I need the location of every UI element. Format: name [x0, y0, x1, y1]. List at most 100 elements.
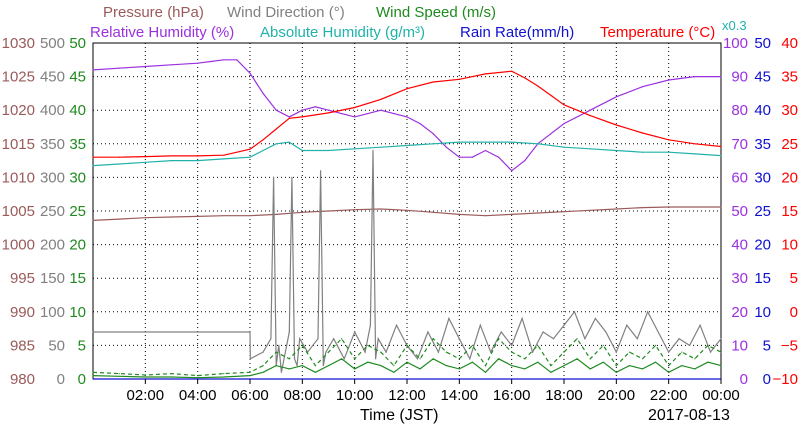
data-point-pressure	[589, 209, 591, 211]
data-point-wind_dir	[458, 338, 460, 340]
y-tick-label-temp: 5	[790, 270, 798, 287]
y-tick-label-rh: 60	[731, 169, 748, 186]
data-point-rh	[118, 67, 120, 69]
data-point-ah	[380, 146, 382, 148]
data-point-rh	[354, 116, 356, 118]
data-point-pressure	[720, 206, 722, 208]
data-point-rh	[236, 59, 238, 61]
data-point-wind_speed	[223, 373, 225, 375]
data-point-rh	[668, 79, 670, 81]
data-point-wind_speed	[118, 373, 120, 375]
data-point-rh	[563, 123, 565, 125]
y-tick-label-pressure: 1015	[2, 136, 35, 153]
data-point-wind_speed	[484, 365, 487, 367]
x-tick-label: 22:00	[650, 387, 688, 404]
data-point-rh	[301, 109, 303, 111]
y-tick-label-pressure: 985	[10, 337, 35, 354]
data-point-rh	[262, 92, 264, 94]
data-point-wind_speed_solid	[458, 368, 460, 370]
data-point-rh	[380, 109, 382, 111]
y-tick-label-rain: 50	[754, 35, 771, 52]
data-point-temp	[641, 132, 644, 134]
data-point-wind_speed_solid	[563, 365, 565, 367]
data-point-wind_speed_solid	[628, 365, 631, 367]
data-point-temp	[288, 117, 290, 119]
data-point-wind_dir	[364, 351, 366, 353]
data-point-wind_speed	[275, 351, 277, 353]
data-point-wind_speed_solid	[223, 376, 225, 378]
data-point-pressure	[92, 219, 94, 221]
data-point-wind_speed	[720, 351, 722, 353]
y-tick-label-rh: 100	[723, 35, 748, 52]
data-point-temp	[197, 155, 199, 157]
data-point-wind_dir	[280, 371, 282, 373]
data-point-temp	[144, 156, 146, 158]
data-point-rh	[406, 116, 408, 118]
data-point-rh	[367, 113, 369, 115]
data-point-ah	[197, 160, 199, 162]
data-point-wind_dir	[333, 338, 335, 340]
y-tick-label-rh: 50	[731, 203, 748, 220]
data-point-wind_dir	[573, 311, 576, 313]
data-point-wind_dir	[288, 331, 290, 333]
grid	[93, 43, 721, 379]
data-point-pressure	[249, 215, 251, 217]
data-point-wind_speed	[589, 358, 591, 360]
data-point-temp	[301, 116, 303, 118]
y-tick-label-temp: 30	[781, 102, 798, 119]
data-point-ah	[563, 146, 565, 148]
y-tick-label-rh: 90	[731, 69, 748, 86]
data-point-wind_dir	[375, 358, 377, 360]
data-point-wind_dir	[249, 331, 251, 333]
legend: Pressure (hPa) Wind Direction (°) Wind S…	[90, 4, 747, 41]
data-point-ah	[406, 144, 408, 147]
data-point-wind_speed_solid	[118, 375, 120, 377]
data-point-wind_dir	[469, 358, 471, 360]
data-point-rh	[341, 113, 343, 115]
x-tick-label: 18:00	[545, 387, 583, 404]
data-point-wind_dir	[479, 324, 481, 326]
data-point-wind_dir	[273, 176, 275, 178]
data-point-wind_speed	[445, 351, 447, 353]
y-tick-label-rain: 15	[754, 270, 771, 287]
data-point-wind_speed	[144, 374, 146, 376]
data-point-rh	[432, 133, 434, 135]
data-point-wind_speed	[262, 365, 264, 367]
data-point-wind_speed	[615, 365, 617, 367]
data-point-temp	[720, 145, 722, 148]
data-point-ah	[484, 141, 487, 143]
data-point-pressure	[144, 217, 146, 219]
data-point-pressure	[668, 206, 670, 208]
data-point-wind_dir	[521, 317, 523, 320]
y-tick-label-temp: 10	[781, 237, 798, 254]
y-tick-label-rain: 25	[754, 203, 771, 220]
data-point-wind_dir	[490, 351, 492, 353]
data-point-wind_dir	[594, 317, 597, 320]
data-point-rh	[327, 109, 330, 111]
data-point-rh	[641, 86, 644, 88]
data-point-temp	[563, 104, 565, 106]
data-point-wind_dir	[699, 324, 701, 326]
y-tick-label-temp: 20	[781, 169, 798, 186]
x-tick-label: 12:00	[388, 387, 426, 404]
data-point-wind_dir	[563, 324, 565, 326]
legend-temperature: Temperature (°C)	[600, 24, 715, 41]
data-point-wind_dir	[626, 324, 628, 326]
data-point-wind_dir	[293, 358, 296, 360]
y-tick-label-rh: 20	[731, 304, 748, 321]
x-tick-label: 02:00	[127, 387, 165, 404]
data-point-pressure	[406, 209, 408, 211]
data-point-ah	[223, 158, 225, 160]
data-point-pressure	[118, 218, 120, 220]
data-point-temp	[223, 154, 225, 156]
data-point-wind_speed_solid	[314, 371, 316, 373]
data-point-wind_speed	[668, 365, 670, 367]
data-point-wind_speed_solid	[197, 377, 199, 379]
y-tick-label-rh: 0	[740, 371, 748, 388]
y-tick-label-rh: 40	[731, 237, 748, 254]
data-point-rh	[471, 156, 473, 158]
data-point-wind_dir	[605, 331, 607, 333]
y-tick-label-pressure: 995	[10, 270, 35, 287]
data-point-rh	[589, 109, 591, 111]
